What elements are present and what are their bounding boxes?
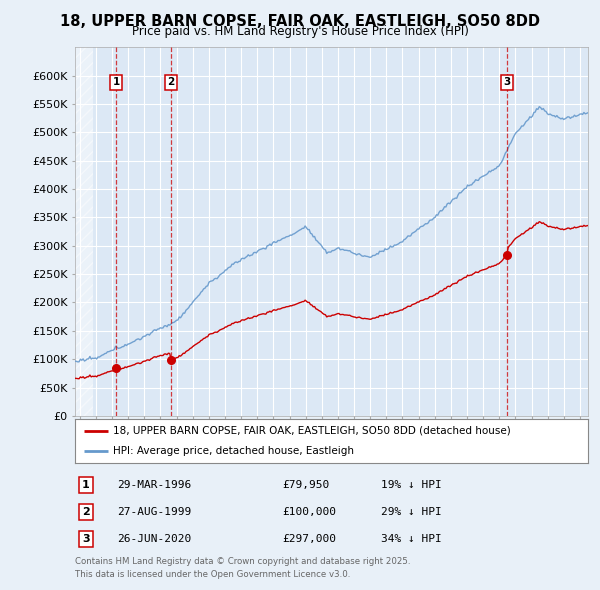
Text: 29% ↓ HPI: 29% ↓ HPI [381, 507, 442, 517]
Text: 26-JUN-2020: 26-JUN-2020 [117, 535, 191, 544]
Text: 1: 1 [112, 77, 119, 87]
Text: £297,000: £297,000 [282, 535, 336, 544]
Text: 3: 3 [82, 535, 89, 544]
Text: £100,000: £100,000 [282, 507, 336, 517]
Text: £79,950: £79,950 [282, 480, 329, 490]
Text: 19% ↓ HPI: 19% ↓ HPI [381, 480, 442, 490]
Text: 18, UPPER BARN COPSE, FAIR OAK, EASTLEIGH, SO50 8DD (detached house): 18, UPPER BARN COPSE, FAIR OAK, EASTLEIG… [113, 426, 511, 436]
Text: 2: 2 [82, 507, 89, 517]
Text: HPI: Average price, detached house, Eastleigh: HPI: Average price, detached house, East… [113, 446, 355, 456]
Text: 29-MAR-1996: 29-MAR-1996 [117, 480, 191, 490]
Text: 2: 2 [167, 77, 175, 87]
Text: 18, UPPER BARN COPSE, FAIR OAK, EASTLEIGH, SO50 8DD: 18, UPPER BARN COPSE, FAIR OAK, EASTLEIG… [60, 14, 540, 29]
Text: 3: 3 [503, 77, 511, 87]
Text: This data is licensed under the Open Government Licence v3.0.: This data is licensed under the Open Gov… [75, 571, 350, 579]
Text: 1: 1 [82, 480, 89, 490]
Text: Contains HM Land Registry data © Crown copyright and database right 2025.: Contains HM Land Registry data © Crown c… [75, 558, 410, 566]
Text: Price paid vs. HM Land Registry's House Price Index (HPI): Price paid vs. HM Land Registry's House … [131, 25, 469, 38]
Text: 34% ↓ HPI: 34% ↓ HPI [381, 535, 442, 544]
Text: 27-AUG-1999: 27-AUG-1999 [117, 507, 191, 517]
